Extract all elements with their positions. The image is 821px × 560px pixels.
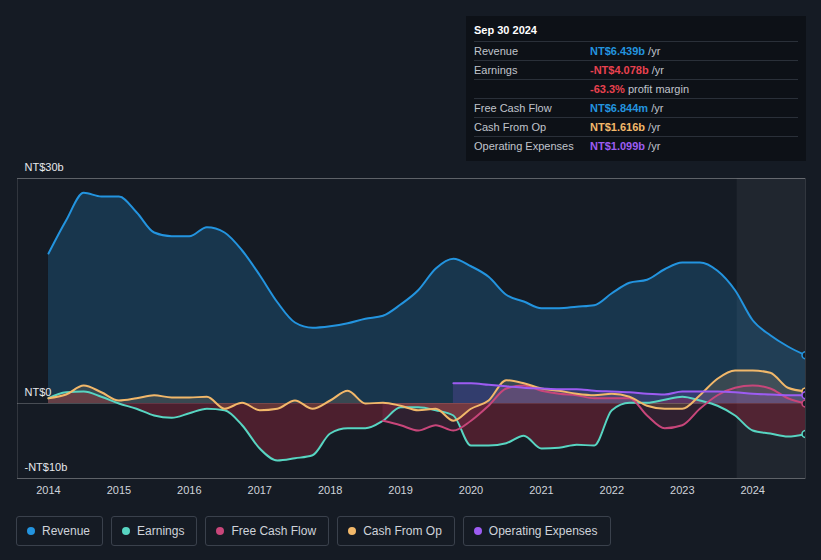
svg-text:2022: 2022 [600,484,624,496]
html-text:Operating Expenses: Operating Expenses [474,140,574,152]
html-text:Free Cash Flow: Free Cash Flow [474,102,552,114]
html-text:Revenue: Revenue [474,45,518,57]
html-text:NT$1.616b /yr: NT$1.616b /yr [590,121,661,133]
html-text:Cash From Op: Cash From Op [363,524,442,538]
html-text:NT$1.099b /yr: NT$1.099b /yr [590,140,661,152]
html-text:Operating Expenses: Operating Expenses [488,524,598,538]
svg-text:NT$0: NT$0 [25,386,52,398]
svg-text:2019: 2019 [388,484,412,496]
html-text:NT$6.439b /yr: NT$6.439b /yr [590,45,661,57]
svg-text:-NT$10b: -NT$10b [25,461,68,473]
svg-text:2021: 2021 [529,484,553,496]
svg-text:2015: 2015 [107,484,131,496]
svg-text:2016: 2016 [177,484,201,496]
svg-text:2018: 2018 [318,484,342,496]
svg-text:NT$30b: NT$30b [25,161,64,173]
svg-text:2017: 2017 [248,484,272,496]
svg-text:2014: 2014 [36,484,60,496]
html-text:NT$6.844m /yr: NT$6.844m /yr [590,102,664,114]
html-text:-63.3% profit margin: -63.3% profit margin [590,83,690,95]
html-text:Sep 30 2024: Sep 30 2024 [474,24,537,36]
html-text:Revenue: Revenue [42,524,90,538]
html-text:Cash From Op: Cash From Op [474,121,547,133]
html-text:-NT$4.078b /yr: -NT$4.078b /yr [590,64,664,76]
html-text:Earnings: Earnings [137,524,185,538]
svg-text:2020: 2020 [459,484,483,496]
html-text:Free Cash Flow: Free Cash Flow [231,524,317,538]
svg-text:2024: 2024 [740,484,764,496]
svg-text:2023: 2023 [670,484,694,496]
html-text:Earnings: Earnings [474,64,518,76]
